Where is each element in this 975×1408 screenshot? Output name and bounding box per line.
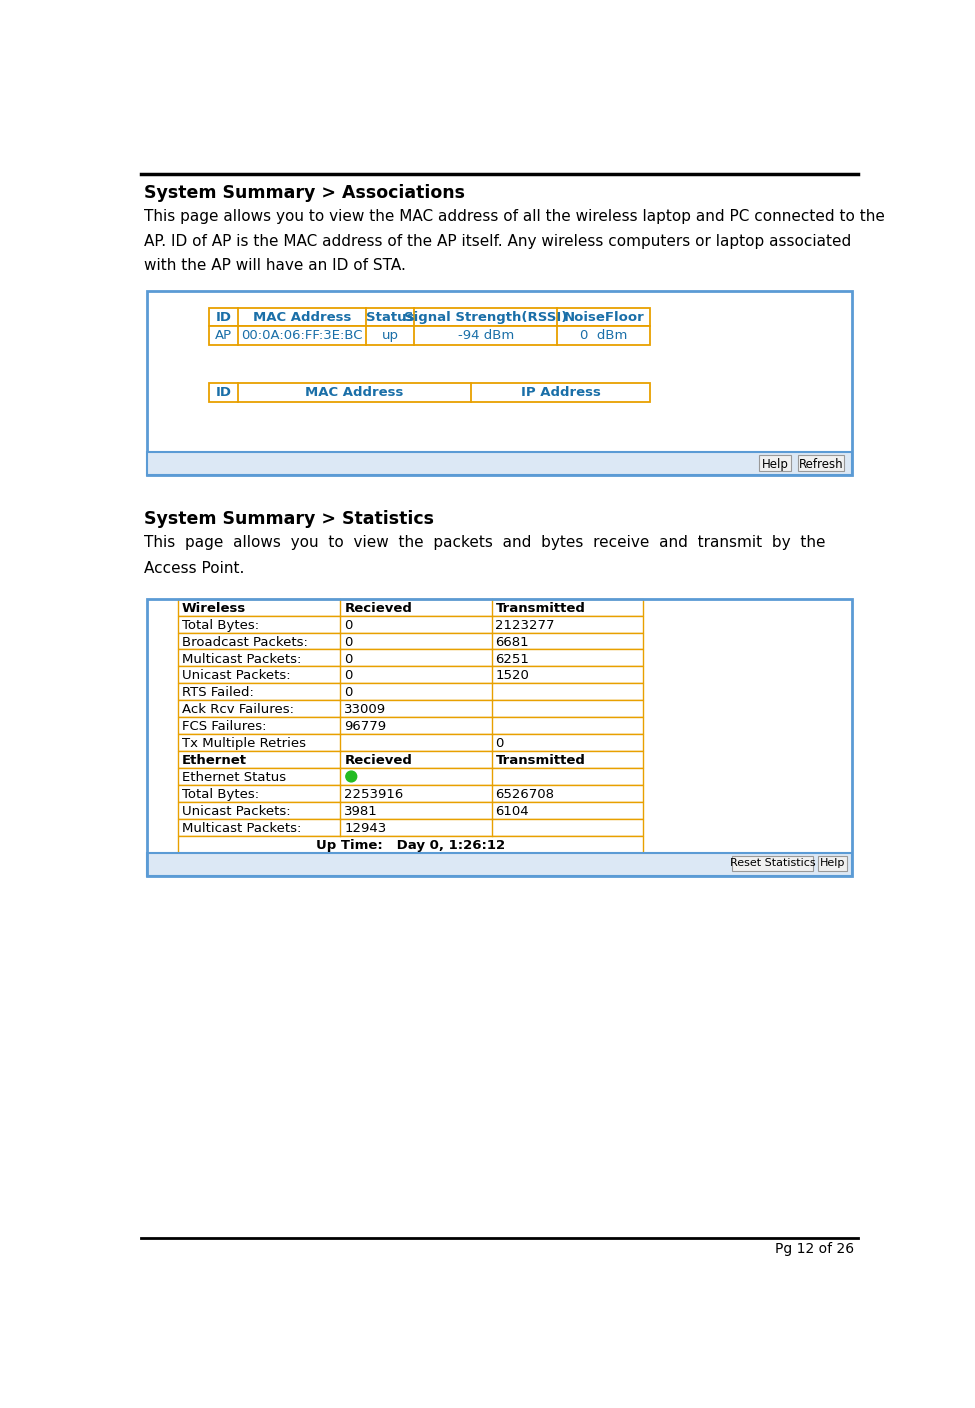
Text: Multicast Packets:: Multicast Packets: xyxy=(181,822,301,835)
Text: Wireless: Wireless xyxy=(181,601,246,615)
Text: 3981: 3981 xyxy=(344,805,378,818)
Text: 0: 0 xyxy=(344,669,353,683)
Bar xyxy=(177,819,643,836)
Text: 6681: 6681 xyxy=(495,635,529,649)
Text: 1520: 1520 xyxy=(495,669,529,683)
Text: Status: Status xyxy=(366,311,414,324)
Text: 96779: 96779 xyxy=(344,721,386,734)
Bar xyxy=(146,290,852,476)
Text: Refresh: Refresh xyxy=(799,458,843,470)
Bar xyxy=(177,666,643,683)
Text: 12943: 12943 xyxy=(344,822,386,835)
Text: RTS Failed:: RTS Failed: xyxy=(181,687,254,700)
Text: Ethernet Status: Ethernet Status xyxy=(181,772,286,784)
Text: System Summary > Statistics: System Summary > Statistics xyxy=(143,510,434,528)
Text: IP Address: IP Address xyxy=(521,386,601,398)
Text: 6104: 6104 xyxy=(495,805,529,818)
Text: Multicast Packets:: Multicast Packets: xyxy=(181,652,301,666)
Text: Signal Strength(RSSI): Signal Strength(RSSI) xyxy=(404,311,567,324)
Text: 33009: 33009 xyxy=(344,704,386,717)
Text: Recieved: Recieved xyxy=(344,601,412,615)
Text: ID: ID xyxy=(215,311,231,324)
Bar xyxy=(177,750,643,767)
Text: 0: 0 xyxy=(344,687,353,700)
Bar xyxy=(177,649,643,666)
Bar xyxy=(177,767,643,786)
Bar xyxy=(209,383,650,401)
Text: Help: Help xyxy=(820,857,845,869)
Text: Unicast Packets:: Unicast Packets: xyxy=(181,805,291,818)
Text: Reset Statistics: Reset Statistics xyxy=(729,857,815,869)
Text: 6526708: 6526708 xyxy=(495,788,555,801)
Text: AP: AP xyxy=(214,329,232,342)
Text: Recieved: Recieved xyxy=(344,755,412,767)
Text: AP. ID of AP is the MAC address of the AP itself. Any wireless computers or lapt: AP. ID of AP is the MAC address of the A… xyxy=(143,234,851,249)
Bar xyxy=(818,856,847,872)
Text: 0: 0 xyxy=(344,652,353,666)
Text: Access Point.: Access Point. xyxy=(143,560,244,576)
Text: with the AP will have an ID of STA.: with the AP will have an ID of STA. xyxy=(143,258,406,273)
Text: System Summary > Associations: System Summary > Associations xyxy=(143,184,464,203)
Text: ID: ID xyxy=(215,386,231,398)
Bar xyxy=(177,598,643,615)
Bar xyxy=(732,856,813,872)
Text: MAC Address: MAC Address xyxy=(253,311,351,324)
Text: Ack Rcv Failures:: Ack Rcv Failures: xyxy=(181,704,293,717)
Text: Total Bytes:: Total Bytes: xyxy=(181,788,258,801)
Text: Transmitted: Transmitted xyxy=(495,601,585,615)
Text: Broadcast Packets:: Broadcast Packets: xyxy=(181,635,307,649)
Bar xyxy=(759,455,792,470)
Bar xyxy=(177,700,643,717)
Text: Help: Help xyxy=(761,458,789,470)
Text: NoiseFloor: NoiseFloor xyxy=(564,311,644,324)
Bar xyxy=(146,853,852,876)
Text: 0: 0 xyxy=(344,635,353,649)
Text: Unicast Packets:: Unicast Packets: xyxy=(181,669,291,683)
Text: MAC Address: MAC Address xyxy=(305,386,404,398)
Text: 2123277: 2123277 xyxy=(495,618,555,632)
Text: -94 dBm: -94 dBm xyxy=(457,329,514,342)
Bar xyxy=(177,786,643,803)
Bar xyxy=(177,717,643,734)
Text: Pg 12 of 26: Pg 12 of 26 xyxy=(775,1242,854,1256)
Text: up: up xyxy=(381,329,399,342)
Bar xyxy=(146,452,852,476)
Text: Ethernet: Ethernet xyxy=(181,755,247,767)
Bar xyxy=(177,683,643,700)
Text: Transmitted: Transmitted xyxy=(495,755,585,767)
Text: 0: 0 xyxy=(344,618,353,632)
Bar xyxy=(209,307,650,327)
Bar xyxy=(177,734,643,750)
Text: Up Time:   Day 0, 1:26:12: Up Time: Day 0, 1:26:12 xyxy=(316,839,505,852)
Text: Total Bytes:: Total Bytes: xyxy=(181,618,258,632)
Circle shape xyxy=(346,772,357,781)
Text: 0  dBm: 0 dBm xyxy=(580,329,628,342)
Bar xyxy=(798,455,844,470)
Bar xyxy=(177,836,643,853)
Bar xyxy=(177,632,643,649)
Text: 0: 0 xyxy=(495,738,504,750)
Bar xyxy=(209,327,650,345)
Bar xyxy=(177,803,643,819)
Text: This  page  allows  you  to  view  the  packets  and  bytes  receive  and  trans: This page allows you to view the packets… xyxy=(143,535,825,549)
Text: FCS Failures:: FCS Failures: xyxy=(181,721,266,734)
Text: 6251: 6251 xyxy=(495,652,529,666)
Text: 00:0A:06:FF:3E:BC: 00:0A:06:FF:3E:BC xyxy=(242,329,363,342)
Bar xyxy=(177,615,643,632)
Text: 2253916: 2253916 xyxy=(344,788,404,801)
Text: Tx Multiple Retries: Tx Multiple Retries xyxy=(181,738,305,750)
Bar xyxy=(146,598,852,876)
Text: This page allows you to view the MAC address of all the wireless laptop and PC c: This page allows you to view the MAC add… xyxy=(143,208,884,224)
